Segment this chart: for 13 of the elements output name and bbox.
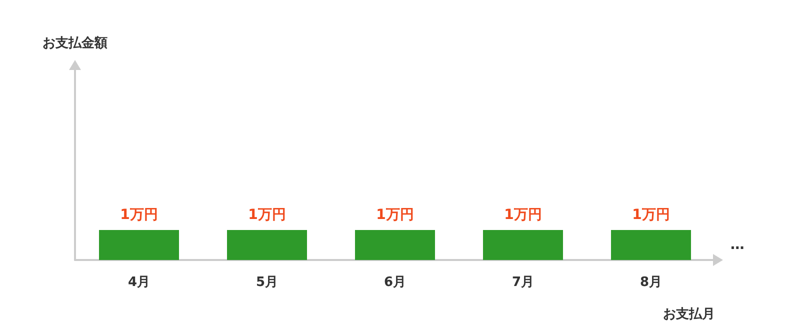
x-tick-label: 5月 — [256, 275, 278, 290]
data-label: 1万円 — [120, 207, 158, 223]
data-label: 1万円 — [376, 207, 414, 223]
text: … — [730, 237, 744, 253]
x-tick-label: 7月 — [512, 275, 534, 290]
data-label: 1万円 — [504, 207, 542, 223]
data-label: 1万円 — [248, 207, 286, 223]
x-tick-label: 6月 — [384, 275, 406, 290]
data-label: 1万円 — [632, 207, 670, 223]
x-axis-title: お支払月 — [663, 307, 715, 322]
x-tick-label: 8月 — [640, 275, 662, 290]
x-tick-label: 4月 — [128, 275, 150, 290]
y-axis-title: お支払金額 — [42, 35, 108, 51]
